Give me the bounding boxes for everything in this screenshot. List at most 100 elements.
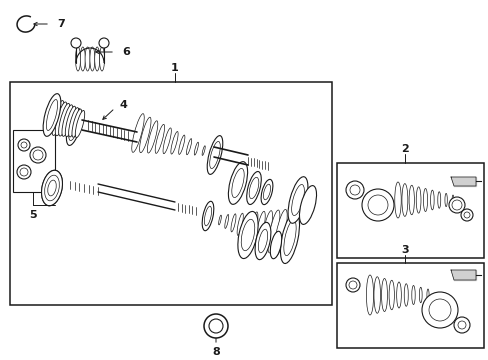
Text: 6: 6	[122, 47, 130, 57]
Ellipse shape	[415, 187, 420, 213]
Ellipse shape	[209, 141, 220, 168]
Ellipse shape	[59, 103, 70, 136]
Ellipse shape	[99, 47, 104, 71]
Ellipse shape	[41, 170, 62, 206]
Ellipse shape	[80, 47, 85, 71]
Circle shape	[348, 281, 356, 289]
Polygon shape	[450, 177, 475, 186]
Circle shape	[33, 150, 43, 160]
Ellipse shape	[204, 206, 211, 226]
Ellipse shape	[243, 212, 250, 239]
Bar	[336, 263, 483, 348]
Ellipse shape	[186, 139, 191, 155]
Ellipse shape	[270, 231, 281, 259]
Ellipse shape	[194, 142, 198, 155]
Ellipse shape	[261, 179, 272, 204]
Circle shape	[17, 165, 31, 179]
Ellipse shape	[131, 114, 144, 152]
Circle shape	[30, 147, 46, 163]
Ellipse shape	[147, 121, 158, 153]
Circle shape	[463, 212, 469, 218]
Ellipse shape	[263, 184, 270, 200]
Circle shape	[346, 278, 359, 292]
Ellipse shape	[231, 168, 244, 198]
Ellipse shape	[267, 210, 279, 253]
Ellipse shape	[237, 211, 258, 258]
Ellipse shape	[202, 146, 205, 156]
Circle shape	[203, 314, 227, 338]
Ellipse shape	[444, 193, 447, 207]
Ellipse shape	[280, 212, 299, 264]
Ellipse shape	[68, 113, 79, 140]
Ellipse shape	[401, 184, 407, 216]
Ellipse shape	[44, 175, 60, 201]
Ellipse shape	[163, 128, 171, 154]
Ellipse shape	[237, 213, 243, 235]
Ellipse shape	[44, 175, 59, 201]
Ellipse shape	[411, 285, 414, 305]
Ellipse shape	[396, 282, 401, 308]
Ellipse shape	[299, 186, 316, 224]
Ellipse shape	[43, 94, 61, 136]
Ellipse shape	[255, 211, 264, 246]
Circle shape	[18, 139, 30, 151]
Ellipse shape	[90, 47, 95, 71]
Text: 4: 4	[120, 100, 128, 110]
Text: 5: 5	[29, 210, 37, 220]
Ellipse shape	[283, 220, 296, 256]
Circle shape	[99, 38, 109, 48]
Ellipse shape	[246, 171, 261, 204]
Ellipse shape	[419, 287, 421, 303]
Ellipse shape	[218, 215, 221, 225]
Ellipse shape	[48, 180, 56, 196]
Circle shape	[453, 317, 469, 333]
Ellipse shape	[373, 277, 380, 313]
Ellipse shape	[404, 284, 407, 306]
Bar	[13, 130, 55, 192]
Circle shape	[451, 200, 461, 210]
Bar	[336, 163, 483, 258]
Text: 1: 1	[171, 63, 179, 73]
Ellipse shape	[241, 219, 254, 251]
Circle shape	[421, 292, 457, 328]
Ellipse shape	[95, 47, 100, 71]
Text: 7: 7	[57, 19, 64, 29]
Circle shape	[460, 209, 472, 221]
Ellipse shape	[261, 211, 272, 249]
Ellipse shape	[388, 280, 394, 310]
Ellipse shape	[224, 215, 228, 228]
Ellipse shape	[274, 210, 286, 256]
Ellipse shape	[287, 177, 307, 223]
Ellipse shape	[85, 47, 90, 71]
Bar	[10, 82, 331, 305]
Ellipse shape	[258, 229, 267, 253]
Ellipse shape	[426, 289, 428, 301]
Ellipse shape	[46, 99, 58, 130]
Ellipse shape	[408, 185, 413, 215]
Ellipse shape	[437, 192, 440, 208]
Ellipse shape	[202, 201, 213, 231]
Ellipse shape	[228, 162, 247, 204]
Polygon shape	[450, 270, 475, 280]
Ellipse shape	[55, 102, 67, 136]
Ellipse shape	[155, 124, 164, 153]
Text: 8: 8	[212, 347, 220, 357]
Ellipse shape	[230, 214, 236, 232]
Ellipse shape	[249, 177, 258, 199]
Ellipse shape	[381, 279, 386, 311]
Ellipse shape	[255, 222, 270, 260]
Ellipse shape	[366, 275, 373, 315]
Ellipse shape	[75, 47, 81, 71]
Ellipse shape	[41, 170, 62, 206]
Circle shape	[71, 38, 81, 48]
Ellipse shape	[68, 108, 79, 137]
Ellipse shape	[72, 109, 81, 137]
Ellipse shape	[430, 190, 433, 210]
Circle shape	[349, 185, 359, 195]
Ellipse shape	[291, 184, 304, 216]
Circle shape	[346, 181, 363, 199]
Circle shape	[457, 321, 465, 329]
Circle shape	[20, 168, 28, 176]
Circle shape	[21, 142, 27, 148]
Ellipse shape	[47, 179, 57, 197]
